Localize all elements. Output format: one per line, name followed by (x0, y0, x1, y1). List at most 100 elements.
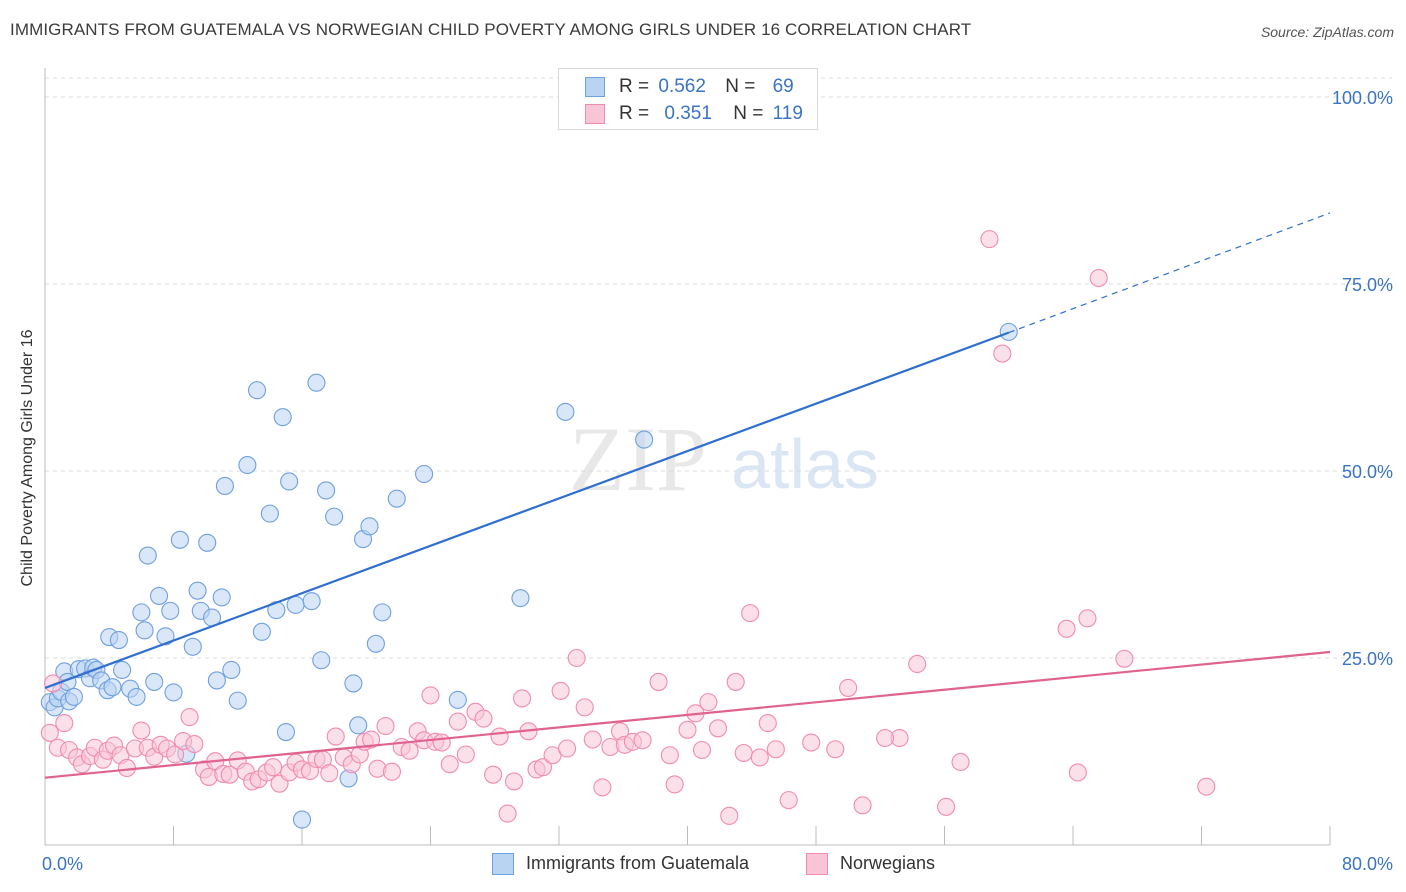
y-tick-label: 25.0% (1342, 649, 1393, 669)
data-point (583, 730, 602, 749)
n-value: 119 (772, 103, 803, 124)
data-point (117, 758, 136, 778)
data-point (951, 752, 970, 772)
data-point (421, 686, 440, 705)
data-point (238, 455, 257, 475)
data-point (212, 588, 231, 607)
data-point (1057, 619, 1076, 638)
data-point (215, 476, 234, 496)
data-point (127, 687, 146, 706)
data-point (498, 804, 517, 823)
data-point (307, 373, 326, 392)
data-point (1078, 609, 1097, 628)
n-value: 69 (772, 76, 794, 97)
data-point (432, 733, 451, 752)
r-label: R = (619, 103, 650, 124)
data-point (264, 758, 283, 777)
data-point (349, 716, 368, 735)
data-point (292, 810, 312, 829)
chart-title: IMMIGRANTS FROM GUATEMALA VS NORWEGIAN C… (10, 20, 972, 39)
trend-line (44, 331, 1010, 689)
data-point (1068, 763, 1087, 782)
data-point (876, 728, 895, 748)
data-point (708, 719, 728, 738)
data-point (135, 621, 154, 640)
data-point (504, 772, 524, 791)
data-point (649, 672, 668, 691)
trend-lines (44, 212, 1331, 779)
data-point (1115, 649, 1134, 668)
r-label: R = (619, 76, 650, 97)
series-guatemala-points (40, 322, 1018, 829)
data-point (513, 689, 532, 708)
trend-line-extension (1008, 212, 1331, 334)
data-point (164, 683, 183, 702)
data-point (252, 622, 271, 641)
data-point (1089, 268, 1108, 288)
series-norwegians-points (40, 230, 1216, 825)
x-tick-label: 0.0% (42, 854, 83, 874)
watermark-zip: ZIP (569, 408, 707, 510)
n-label: N = (725, 76, 756, 97)
data-point (533, 758, 552, 777)
data-point (665, 775, 684, 794)
watermark-atlas: atlas (731, 425, 879, 503)
data-point (1197, 777, 1216, 796)
data-point (132, 603, 151, 622)
data-point (138, 546, 157, 565)
data-point (113, 660, 132, 680)
watermark: ZIP atlas (569, 408, 879, 510)
data-point (734, 743, 753, 763)
data-point (567, 648, 586, 668)
data-point (633, 731, 652, 750)
data-point (55, 714, 74, 733)
y-tick-label: 50.0% (1342, 462, 1393, 482)
n-label: N = (733, 103, 764, 124)
data-point (222, 660, 241, 680)
data-point (415, 464, 434, 484)
data-point (376, 717, 395, 736)
data-point (448, 712, 467, 731)
source-label: Source: ZipAtlas.com (1260, 24, 1394, 40)
data-point (575, 698, 594, 717)
data-point (839, 678, 858, 697)
legend-swatch-norwegians (806, 853, 828, 875)
legend-swatch-guatemala (585, 77, 605, 97)
data-point (183, 637, 202, 656)
data-point (280, 472, 299, 491)
data-point (362, 730, 381, 749)
data-point (161, 601, 180, 620)
data-point (726, 672, 745, 691)
legend-swatch-norwegians (585, 104, 605, 124)
legend-label-guatemala: Immigrants from Guatemala (526, 853, 750, 873)
legend-swatch-guatemala (492, 853, 514, 875)
data-point (276, 723, 295, 742)
y-tick-label: 100.0% (1332, 88, 1393, 108)
data-point (260, 504, 279, 523)
stats-legend: R = 0.562 N = 69 R = 0.351 N = 119 (558, 68, 818, 130)
data-point (360, 517, 379, 536)
data-point (198, 533, 217, 552)
data-point (382, 762, 402, 781)
data-point (779, 791, 798, 810)
data-point (373, 603, 392, 622)
data-point (999, 322, 1018, 341)
data-point (228, 691, 247, 710)
data-point (132, 721, 151, 740)
data-point (109, 630, 128, 650)
data-point (64, 687, 83, 706)
data-point (188, 581, 207, 600)
data-point (750, 748, 769, 767)
data-point (207, 671, 226, 690)
data-point (511, 589, 530, 608)
data-point (185, 734, 204, 754)
data-point (635, 430, 654, 449)
data-point (826, 740, 845, 759)
data-point (180, 708, 199, 727)
data-point (156, 627, 175, 646)
axes (44, 68, 1331, 846)
data-point (247, 381, 267, 400)
data-point (484, 765, 503, 784)
data-point (366, 634, 385, 653)
